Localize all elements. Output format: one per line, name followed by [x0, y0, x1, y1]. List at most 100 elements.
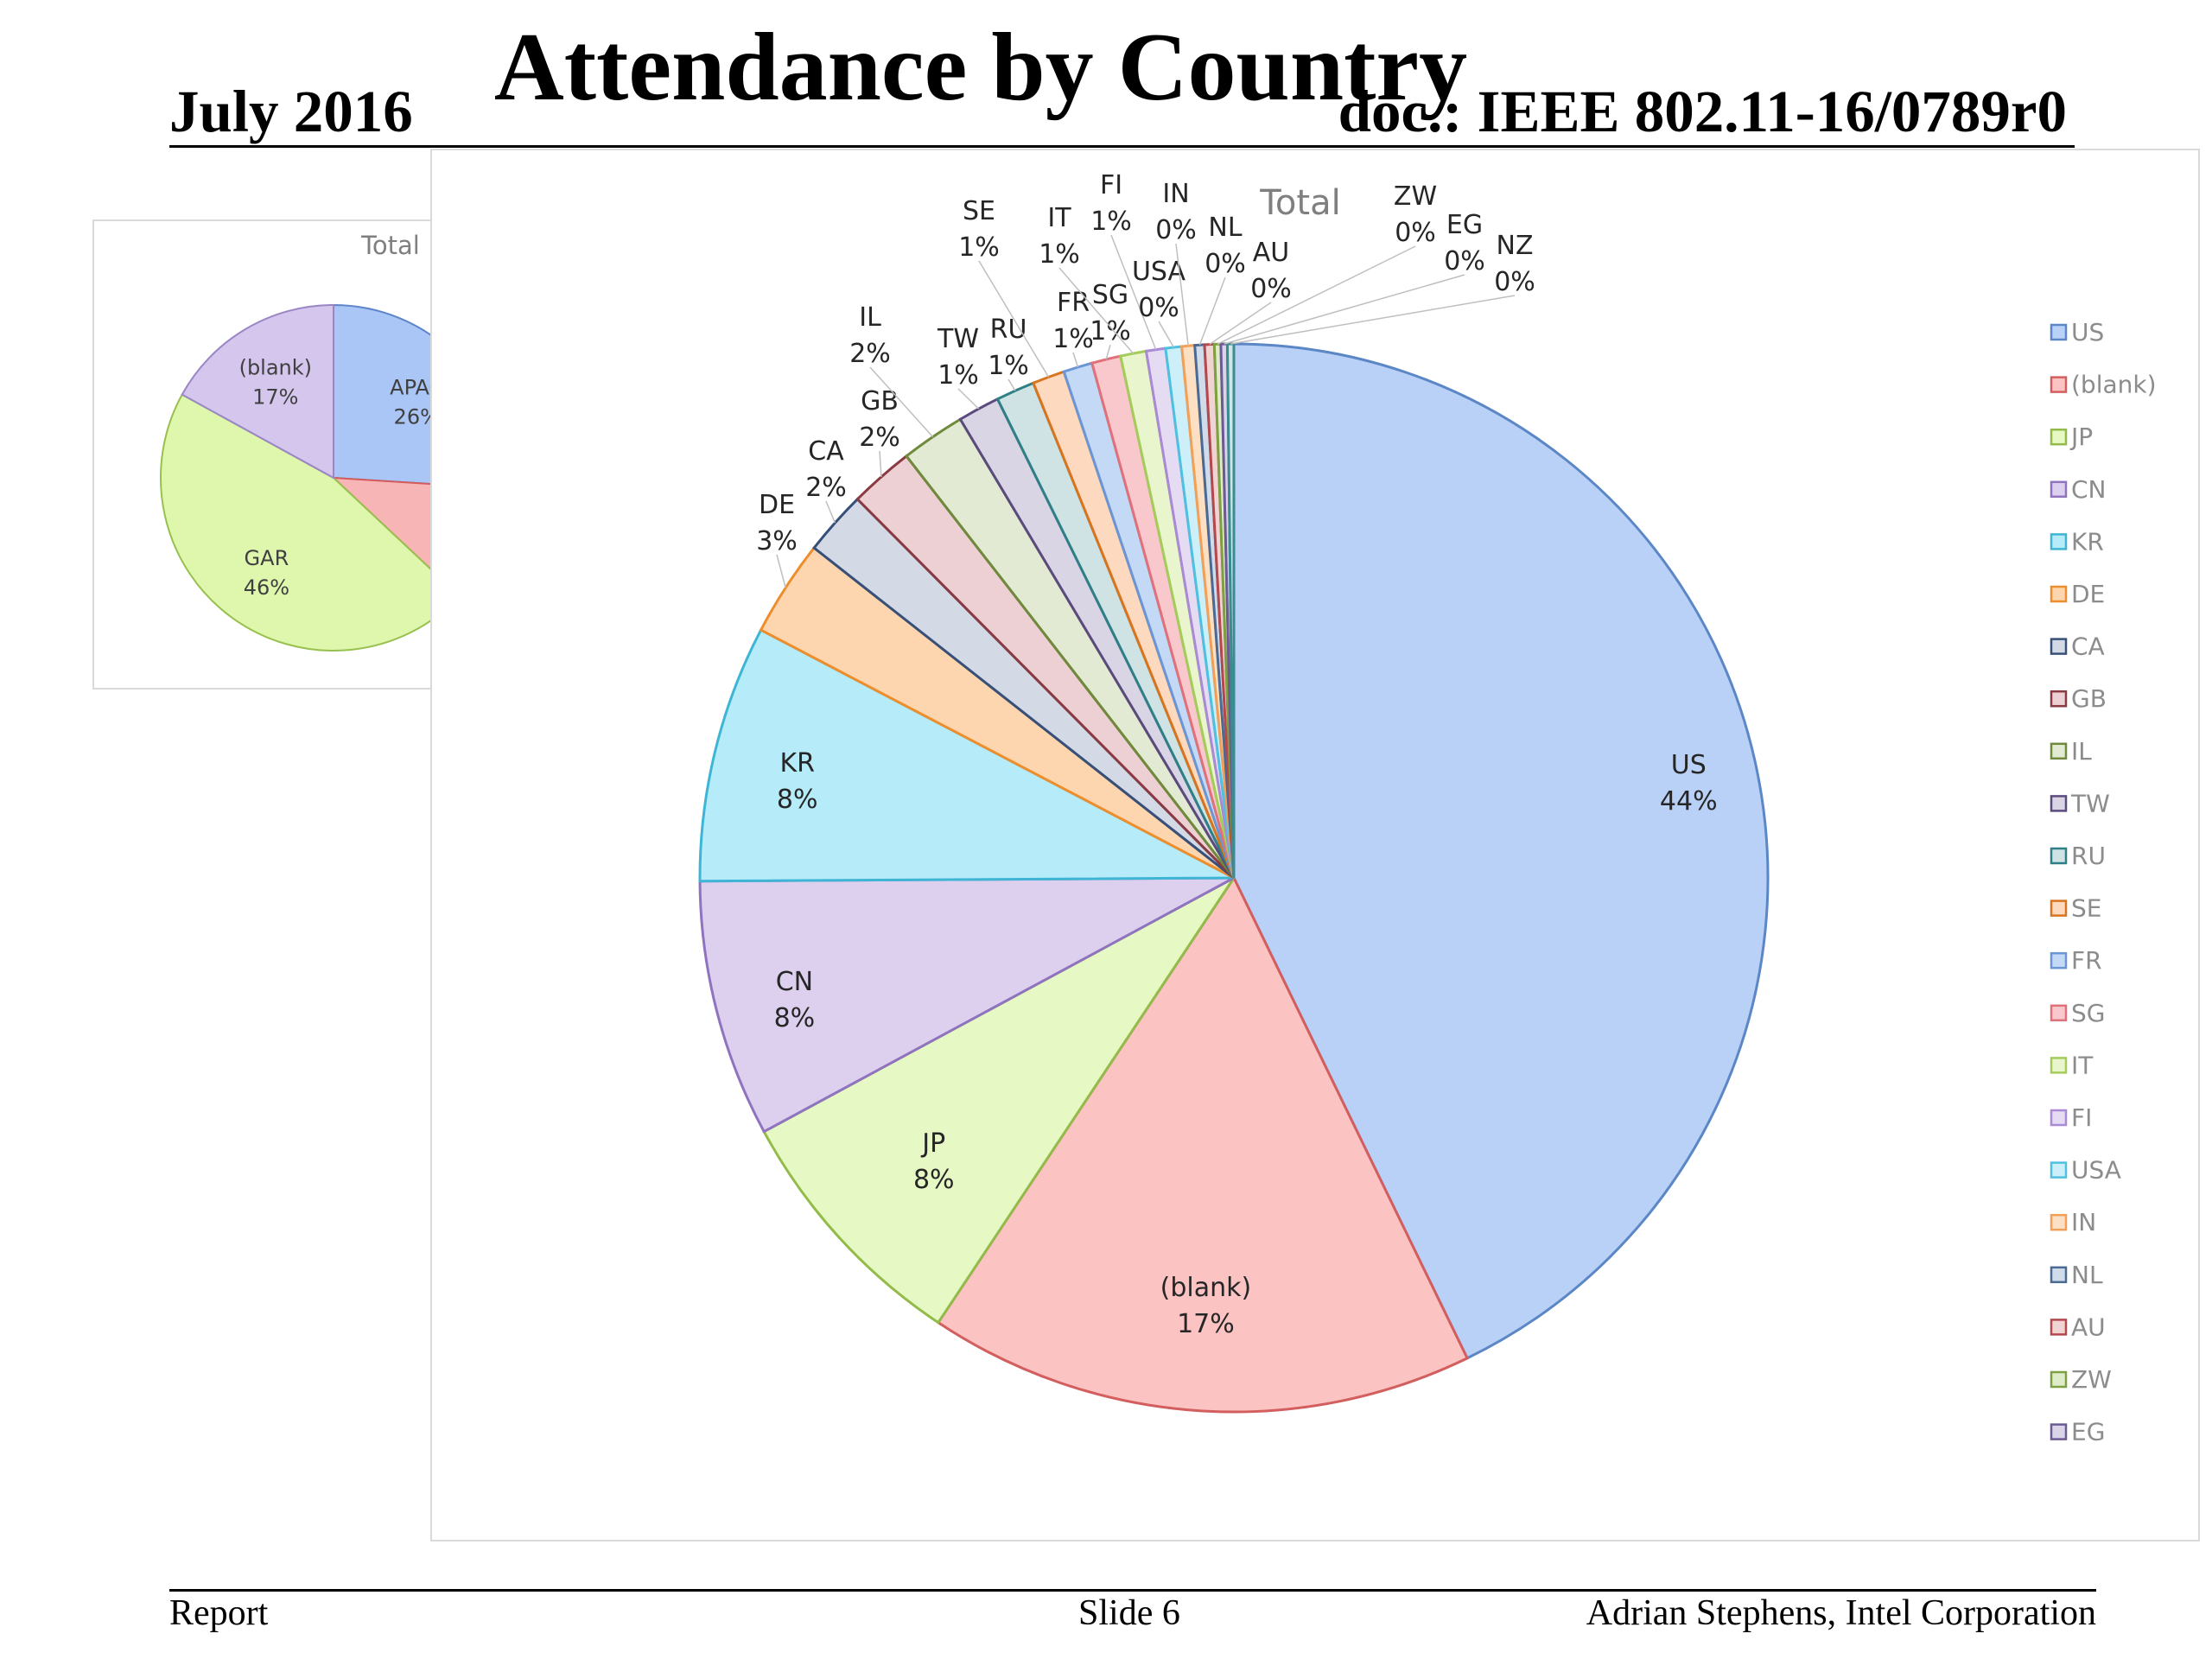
country-legend-us: US [2071, 318, 2104, 346]
country-value-kr: 8% [777, 785, 818, 815]
country-label-fr: FR [1057, 288, 1090, 318]
country-legend-eg: EG [2071, 1418, 2105, 1446]
country-legend-in: IN [2071, 1208, 2096, 1236]
country-value-eg: 0% [1444, 246, 1485, 276]
country-value-usa: 0% [1138, 293, 1179, 323]
region-label-blank: (blank) [239, 355, 312, 379]
country-legend-swatch-nl [2050, 1266, 2068, 1284]
country-leader-fr [1072, 352, 1079, 368]
country-leader-de [776, 554, 786, 588]
country-legend-swatch-usa [2050, 1161, 2068, 1179]
country-leader-nz [1230, 295, 1516, 345]
slide-title: Attendance by Country [493, 14, 1468, 121]
country-label-kr: KR [779, 748, 815, 779]
country-legend-zw: ZW [2071, 1365, 2112, 1394]
country-label-il: IL [859, 302, 881, 333]
country-legend-gb: GB [2071, 684, 2107, 713]
region-slice-blank [181, 303, 334, 480]
country-legend-swatch-au [2050, 1319, 2068, 1336]
country-value-nl: 0% [1205, 249, 1246, 279]
country-chart-title: Total [1259, 183, 1340, 223]
country-leader-il [869, 366, 934, 438]
country-legend-swatch-cn [2050, 480, 2068, 499]
country-label-jp: JP [920, 1128, 945, 1159]
country-legend-swatch-blank [2050, 376, 2068, 393]
region-slice-gar [160, 393, 461, 652]
country-legend-ca: CA [2071, 632, 2105, 661]
country-legend-swatch-it [2050, 1057, 2068, 1074]
country-slice-jp [762, 876, 1236, 1325]
country-slice-blank [936, 874, 1470, 1414]
country-legend-swatch-se [2050, 899, 2068, 917]
country-legend-blank: (blank) [2071, 371, 2157, 399]
country-leader-sg [1105, 344, 1111, 360]
country-value-ca: 2% [805, 473, 847, 503]
country-legend-swatch-zw [2050, 1370, 2068, 1389]
country-legend-swatch-ca [2050, 638, 2068, 655]
country-value-tw: 1% [938, 360, 979, 391]
country-leader-ru [1007, 378, 1016, 391]
country-leader-eg [1224, 274, 1465, 345]
country-legend-au: AU [2071, 1313, 2106, 1341]
header-doc-id: doc.: IEEE 802.11-16/0789r0 [1338, 79, 2067, 144]
country-value-blank: 17% [1177, 1309, 1235, 1339]
country-legend-swatch-sg [2050, 1004, 2068, 1022]
country-legend-fi: FI [2071, 1103, 2092, 1132]
country-legend-fr: FR [2071, 946, 2102, 975]
country-label-ru: RU [990, 315, 1027, 345]
country-label-gb: GB [861, 386, 899, 416]
country-legend-swatch-kr [2050, 533, 2068, 550]
country-value-nz: 0% [1494, 267, 1535, 297]
country-value-it: 1% [1039, 239, 1080, 270]
country-slice-us [1232, 342, 1770, 1360]
country-leader-ca [825, 500, 836, 524]
region-value-gar: 46% [244, 575, 289, 600]
country-label-nl: NL [1208, 213, 1242, 243]
country-legend-ru: RU [2071, 842, 2106, 870]
country-legend-swatch-eg [2050, 1423, 2068, 1440]
country-value-il: 2% [849, 339, 891, 369]
country-label-it: IT [1047, 203, 1071, 233]
country-legend-se: SE [2071, 894, 2101, 923]
footer-author: Adrian Stephens, Intel Corporation [1586, 1593, 2096, 1633]
country-leader-in [1175, 243, 1189, 346]
country-value-zw: 0% [1395, 218, 1436, 248]
country-leader-zw [1217, 245, 1416, 345]
country-label-cn: CN [776, 967, 813, 997]
country-legend-usa: USA [2071, 1156, 2121, 1185]
region-label-gar: GAR [245, 546, 289, 570]
country-legend-swatch-de [2050, 585, 2068, 603]
footer-left: Report [169, 1593, 269, 1633]
country-legend-il: IL [2071, 737, 2092, 766]
header-date: July 2016 [169, 79, 413, 144]
country-value-fi: 1% [1090, 207, 1132, 237]
country-legend-swatch-jp [2050, 428, 2068, 446]
country-legend-swatch-fr [2050, 951, 2068, 969]
country-label-nz: NZ [1497, 231, 1534, 261]
country-legend-sg: SG [2071, 999, 2105, 1027]
country-legend-swatch-in [2050, 1213, 2068, 1231]
country-value-de: 3% [756, 526, 798, 556]
country-leader-gb [879, 450, 882, 477]
country-label-usa: USA [1132, 257, 1186, 287]
country-pie-chart: Total US 44% (blank) 17% JP 8% CN 8% KR 8% DE 3% CA 2%… [430, 149, 2200, 1541]
country-pie-svg: Total US 44% (blank) 17% JP 8% CN 8% KR 8% DE 3% CA 2%… [698, 170, 2157, 1446]
region-chart-title: Total [360, 231, 420, 260]
country-label-ca: CA [808, 436, 844, 467]
country-value-in: 0% [1155, 215, 1197, 245]
country-legend-swatch-tw [2050, 795, 2068, 812]
country-legend-swatch-us [2050, 323, 2068, 341]
country-value-fr: 1% [1052, 324, 1094, 354]
country-legend-de: DE [2071, 580, 2105, 608]
country-value-gb: 2% [859, 423, 900, 453]
country-slice-kr [698, 628, 1235, 883]
country-leader-au [1209, 302, 1272, 346]
country-legend-jp: JP [2069, 423, 2093, 451]
country-label-in: IN [1162, 179, 1189, 209]
country-value-sg: 1% [1090, 316, 1131, 346]
country-label-blank: (blank) [1160, 1273, 1252, 1303]
country-leader-usa [1158, 321, 1174, 348]
country-legend-kr: KR [2071, 527, 2104, 556]
country-label-eg: EG [1446, 210, 1483, 240]
country-slice-cn [698, 876, 1235, 1134]
